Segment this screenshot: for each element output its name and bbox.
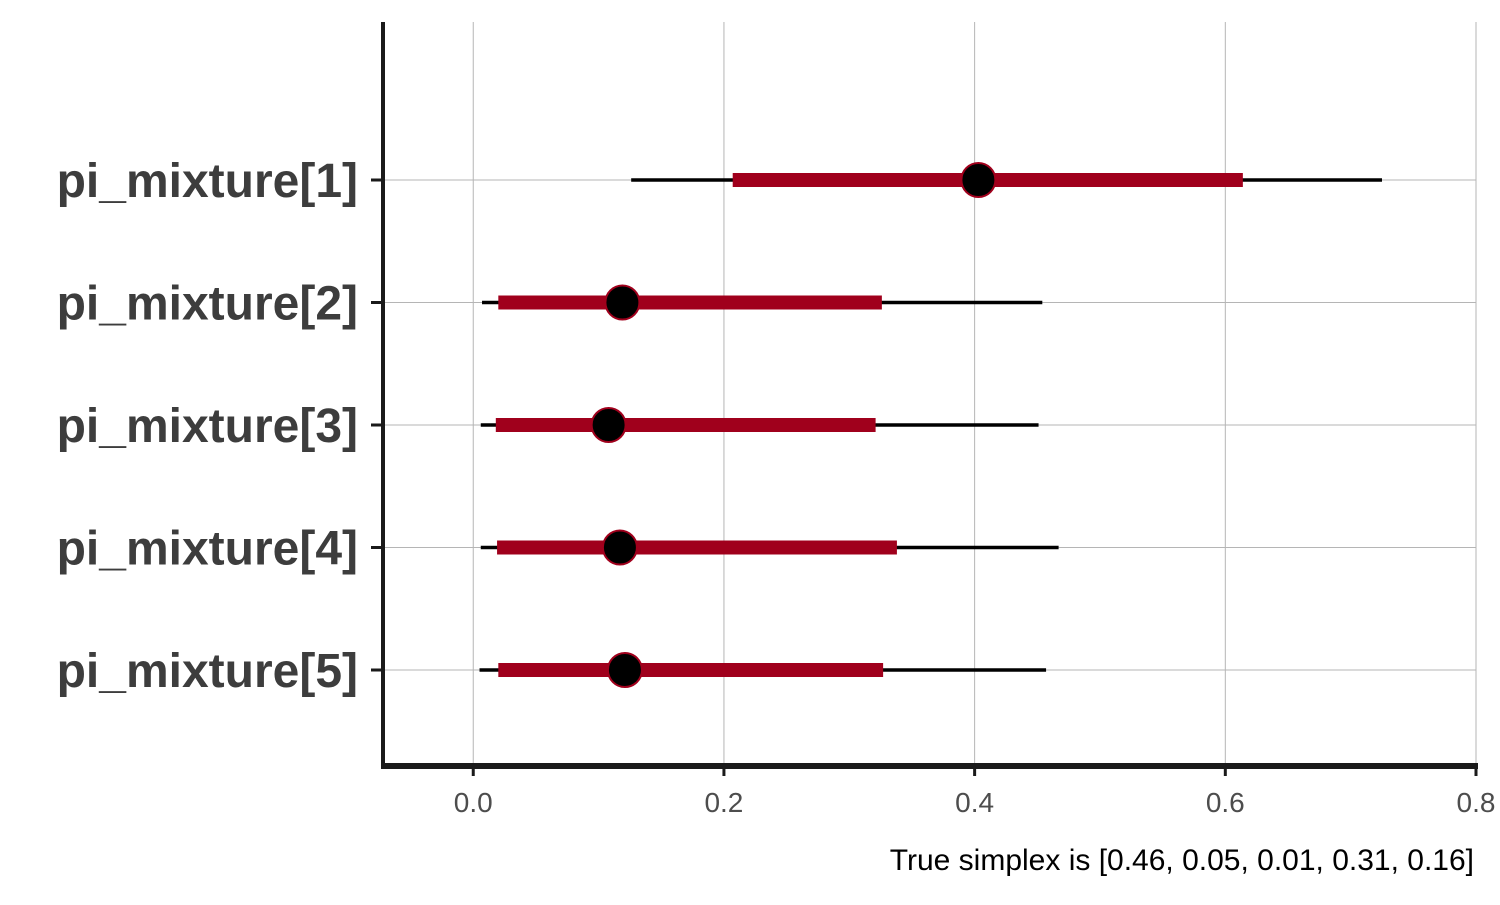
x-tick-label: 0.4 <box>955 787 994 818</box>
point-estimate <box>606 652 643 688</box>
point-estimate <box>601 529 638 566</box>
y-tick-label: pi_mixture[3] <box>57 400 358 453</box>
chart-caption: True simplex is [0.46, 0.05, 0.01, 0.31,… <box>890 844 1474 877</box>
point-estimate <box>960 162 997 198</box>
y-tick-label: pi_mixture[5] <box>57 645 358 698</box>
x-tick-label: 0.0 <box>454 787 493 818</box>
y-tick-label: pi_mixture[1] <box>57 155 358 208</box>
x-tick-label: 0.2 <box>704 787 743 818</box>
marks-layer <box>479 162 1382 688</box>
point-estimate <box>590 407 627 443</box>
axis-layer <box>371 22 1478 776</box>
grid-layer <box>383 22 1477 766</box>
point-estimate <box>604 284 641 321</box>
x-tick-label: 0.6 <box>1206 787 1245 818</box>
y-tick-label: pi_mixture[2] <box>57 278 358 331</box>
y-tick-label: pi_mixture[4] <box>57 523 358 576</box>
x-tick-label: 0.8 <box>1457 787 1496 818</box>
label-layer: 0.0 0.2 0.4 0.6 0.8 pi_mixture[1] pi_mixture[2… <box>57 155 1496 818</box>
